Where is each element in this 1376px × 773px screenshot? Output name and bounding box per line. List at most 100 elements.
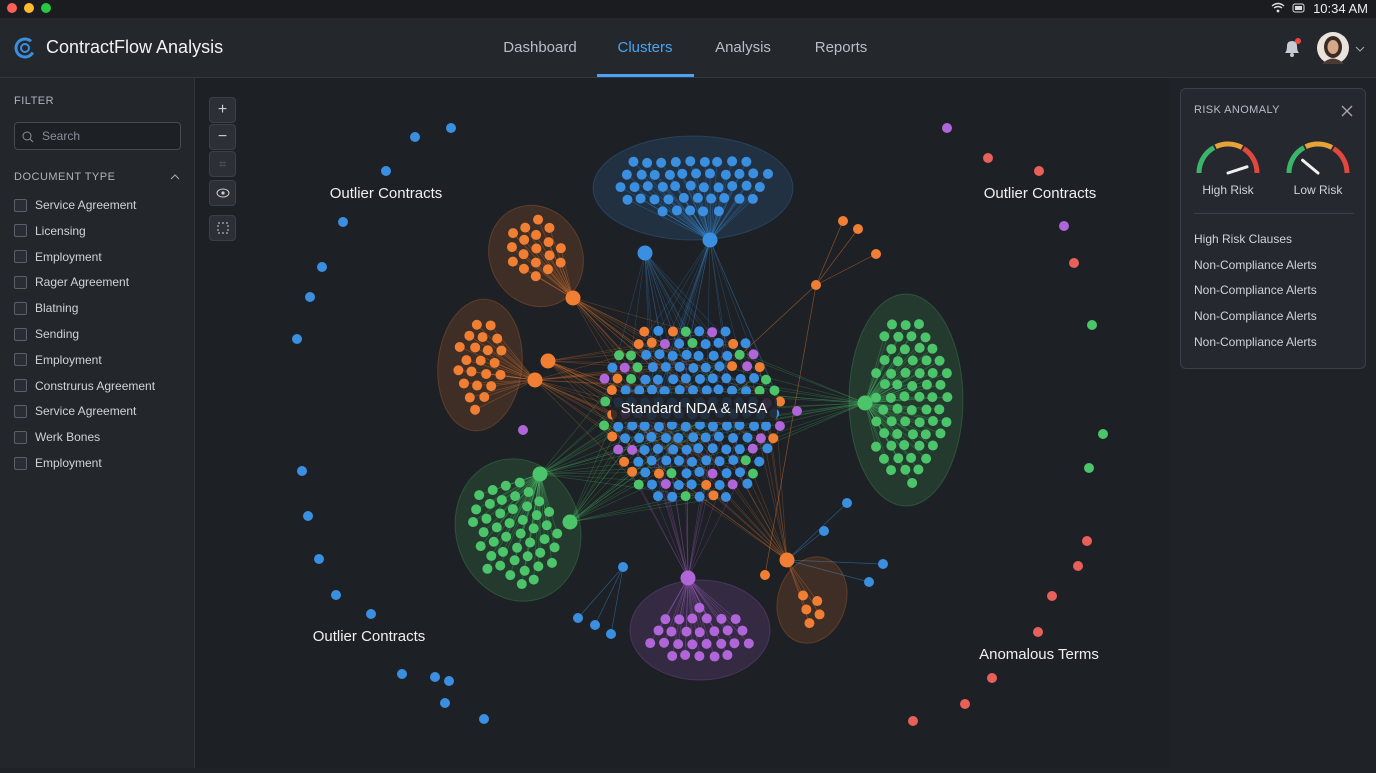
node[interactable] <box>695 374 705 384</box>
node[interactable] <box>668 374 678 384</box>
node[interactable] <box>649 195 659 205</box>
node[interactable] <box>728 339 738 349</box>
node[interactable] <box>864 577 874 587</box>
node[interactable] <box>397 669 407 679</box>
node[interactable] <box>748 349 758 359</box>
node[interactable] <box>722 351 732 361</box>
node[interactable] <box>544 237 554 247</box>
node[interactable] <box>741 455 751 465</box>
node[interactable] <box>495 508 505 518</box>
node[interactable] <box>653 326 663 336</box>
node[interactable] <box>600 374 610 384</box>
node[interactable] <box>928 441 938 451</box>
node[interactable] <box>518 515 528 525</box>
node[interactable] <box>871 442 881 452</box>
node[interactable] <box>476 356 486 366</box>
node[interactable] <box>942 392 952 402</box>
node[interactable] <box>488 485 498 495</box>
node[interactable] <box>811 280 821 290</box>
node[interactable] <box>879 428 889 438</box>
node[interactable] <box>748 194 758 204</box>
node[interactable] <box>878 405 888 415</box>
node[interactable] <box>1059 221 1069 231</box>
node[interactable] <box>749 373 759 383</box>
node[interactable] <box>1098 429 1108 439</box>
node[interactable] <box>703 233 718 248</box>
node[interactable] <box>600 397 610 407</box>
node[interactable] <box>658 182 668 192</box>
node[interactable] <box>685 156 695 166</box>
node[interactable] <box>666 627 676 637</box>
node[interactable] <box>646 432 656 442</box>
node[interactable] <box>710 652 720 662</box>
node[interactable] <box>486 320 496 330</box>
node[interactable] <box>735 444 745 454</box>
node[interactable] <box>607 432 617 442</box>
node[interactable] <box>647 385 657 395</box>
node[interactable] <box>728 455 738 465</box>
node[interactable] <box>478 332 488 342</box>
node[interactable] <box>508 228 518 238</box>
node[interactable] <box>656 158 666 168</box>
node[interactable] <box>533 467 548 482</box>
node[interactable] <box>680 650 690 660</box>
node[interactable] <box>1034 166 1044 176</box>
node[interactable] <box>634 480 644 490</box>
node[interactable] <box>715 361 725 371</box>
node[interactable] <box>687 639 697 649</box>
node[interactable] <box>647 338 657 348</box>
node[interactable] <box>700 157 710 167</box>
checkbox[interactable] <box>14 199 27 212</box>
checkbox[interactable] <box>14 431 27 444</box>
node[interactable] <box>748 469 758 479</box>
node[interactable] <box>531 258 541 268</box>
node[interactable] <box>640 421 650 431</box>
node[interactable] <box>627 467 637 477</box>
node[interactable] <box>908 716 918 726</box>
alert-item[interactable]: Non-Compliance Alerts <box>1194 309 1317 323</box>
node[interactable] <box>728 479 738 489</box>
node[interactable] <box>742 361 752 371</box>
node[interactable] <box>907 381 917 391</box>
filter-option[interactable]: Employment <box>14 353 102 367</box>
node[interactable] <box>941 417 951 427</box>
node[interactable] <box>893 332 903 342</box>
node[interactable] <box>716 614 726 624</box>
filter-option[interactable]: Rager Agreement <box>14 275 129 289</box>
node[interactable] <box>661 433 671 443</box>
node[interactable] <box>679 193 689 203</box>
node[interactable] <box>922 355 932 365</box>
node[interactable] <box>654 469 664 479</box>
alert-item[interactable]: Non-Compliance Alerts <box>1194 258 1317 272</box>
node[interactable] <box>744 638 754 648</box>
node[interactable] <box>742 181 752 191</box>
node[interactable] <box>914 392 924 402</box>
node[interactable] <box>674 456 684 466</box>
node[interactable] <box>634 385 644 395</box>
node[interactable] <box>714 338 724 348</box>
node[interactable] <box>637 170 647 180</box>
node[interactable] <box>879 454 889 464</box>
node[interactable] <box>742 433 752 443</box>
node[interactable] <box>464 331 474 341</box>
node[interactable] <box>674 339 684 349</box>
node[interactable] <box>518 425 528 435</box>
node[interactable] <box>552 529 562 539</box>
node[interactable] <box>544 223 554 233</box>
node[interactable] <box>728 433 738 443</box>
node[interactable] <box>613 445 623 455</box>
node[interactable] <box>694 603 704 613</box>
node[interactable] <box>658 206 668 216</box>
node[interactable] <box>534 496 544 506</box>
node[interactable] <box>755 182 765 192</box>
node[interactable] <box>681 571 696 586</box>
node[interactable] <box>709 351 719 361</box>
node[interactable] <box>756 433 766 443</box>
node[interactable] <box>702 385 712 395</box>
node[interactable] <box>630 182 640 192</box>
node[interactable] <box>735 467 745 477</box>
node[interactable] <box>893 404 903 414</box>
node[interactable] <box>748 168 758 178</box>
node[interactable] <box>648 362 658 372</box>
node[interactable] <box>699 182 709 192</box>
